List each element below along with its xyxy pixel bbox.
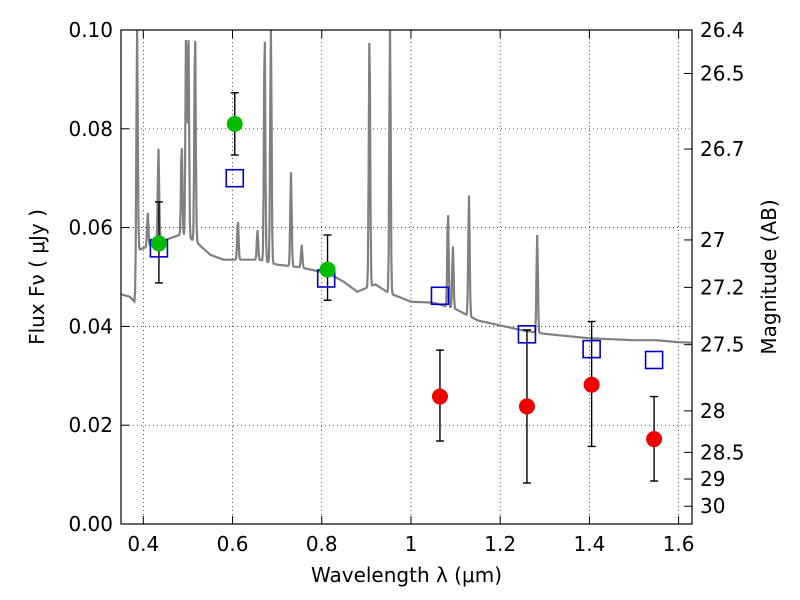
- red-data-point: [518, 398, 535, 415]
- y2-tick-label: 27.5: [700, 333, 745, 357]
- x-tick-label: 1: [405, 532, 418, 556]
- model-square-marker: [225, 168, 245, 188]
- y2-tick-label: 28: [700, 399, 725, 423]
- model-square-marker: [517, 325, 537, 344]
- y-tick-label: 0.00: [68, 512, 113, 536]
- x-tick-label: 0.4: [127, 532, 159, 556]
- y2-tick-label: 27.2: [700, 275, 745, 299]
- errorbar-layer: [154, 92, 659, 484]
- model-square-marker: [644, 350, 664, 370]
- y2-tick-label: 29: [700, 467, 725, 491]
- spectrum-layer: [121, 30, 692, 344]
- y-tick-label: 0.06: [68, 216, 113, 240]
- grid-lines: [121, 29, 692, 525]
- spectrum-line: [121, 30, 692, 344]
- y-tick-label: 0.10: [68, 18, 113, 42]
- x-tick-label: 0.8: [306, 532, 338, 556]
- y-tick-label: 0.02: [68, 413, 113, 437]
- model-square-marker: [582, 339, 601, 359]
- y2-tick-label: 27: [700, 228, 725, 252]
- y2-tick-label: 26.7: [700, 137, 745, 161]
- green-data-point: [319, 261, 336, 278]
- green-data-point: [150, 235, 167, 252]
- y2-tick-label: 28.5: [700, 440, 745, 464]
- x-axis-label: Wavelength λ (μm): [311, 563, 502, 587]
- red-data-point: [646, 431, 663, 448]
- x-tick-label: 1.6: [663, 532, 695, 556]
- green-data-point: [226, 115, 243, 132]
- plot-frame: [120, 29, 693, 525]
- model-square-marker: [430, 286, 450, 306]
- tick-layer: [121, 29, 692, 525]
- x-tick-label: 1.2: [484, 532, 516, 556]
- y2-tick-label: 26.5: [700, 61, 745, 85]
- y2-axis-label: Magnitude (AB): [757, 199, 781, 354]
- red-data-point: [431, 388, 448, 405]
- x-tick-label: 1.4: [573, 532, 605, 556]
- tick-label-layer: 0.4 0.6 0.8 1 1.2 1.4 1.6 0.00 0.02 0.04 0.06 0.08 0…: [68, 18, 744, 556]
- x-tick-label: 0.6: [217, 532, 249, 556]
- y-tick-label: 0.04: [68, 314, 113, 338]
- y2-tick-label: 26.4: [700, 18, 745, 42]
- red-data-point: [583, 376, 600, 393]
- marker-layer: [149, 115, 664, 448]
- y-axis-label: Flux Fν ( μJy ): [25, 209, 49, 345]
- y2-tick-label: 30: [700, 494, 725, 518]
- y-tick-label: 0.08: [68, 117, 113, 141]
